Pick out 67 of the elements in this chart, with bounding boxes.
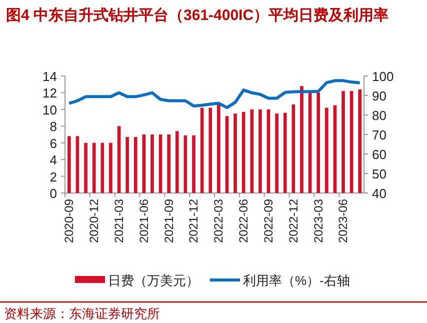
bar: [184, 135, 188, 193]
bar: [350, 91, 354, 193]
bar: [333, 105, 337, 193]
bar: [234, 114, 237, 193]
y-tick-label: 12: [42, 86, 57, 101]
legend-label: 日费（万美元）: [108, 273, 199, 288]
bar: [225, 116, 229, 193]
bar: [258, 109, 262, 193]
x-tick-label: 2023-03: [311, 198, 326, 244]
bar: [117, 126, 121, 193]
bar: [242, 112, 246, 193]
x-tick-label: 2022-12: [286, 198, 300, 244]
y-tick-label: 10: [42, 102, 57, 118]
chart-title: 图4 中东自升式钻井平台（361-400IC）平均日费及利用率: [6, 6, 389, 24]
y2-tick-label: 90: [372, 88, 386, 104]
bar: [167, 134, 170, 193]
bar: [316, 92, 320, 193]
bar: [84, 142, 88, 193]
x-tick-label: 2021-09: [162, 198, 176, 244]
bar: [109, 142, 112, 193]
bar: [216, 104, 220, 193]
bar: [100, 142, 104, 193]
bar: [192, 135, 196, 193]
text: 资料来源：东海证券研究所: [4, 306, 160, 321]
y2-tick-label: 80: [372, 108, 386, 123]
bar: [134, 137, 138, 193]
bar: [283, 112, 287, 193]
bar: [324, 108, 328, 193]
bar: [76, 136, 80, 193]
bar: [175, 131, 179, 193]
x-tick-label: 2022-09: [261, 198, 276, 244]
bar: [200, 108, 204, 193]
y-tick-label: 4: [50, 152, 57, 168]
bar: [266, 109, 270, 193]
x-tick-label: 2020-09: [62, 198, 76, 244]
bar: [308, 92, 312, 193]
x-tick-label: 2023-06: [336, 198, 350, 244]
bar: [142, 134, 146, 193]
bar: [67, 136, 71, 193]
bar: [150, 134, 154, 193]
y-tick-label: 8: [50, 119, 57, 134]
y-tick-label: 14: [42, 69, 57, 84]
y2-tick-label: 50: [372, 166, 386, 182]
y2-tick-label: 70: [372, 128, 386, 142]
x-tick-label: 2022-06: [236, 198, 251, 244]
x-tick-label: 2022-03: [212, 198, 226, 244]
bar: [126, 137, 129, 193]
bar: [342, 91, 345, 193]
y-tick-label: 2: [50, 169, 57, 184]
bar: [358, 89, 362, 193]
y-tick-label: 6: [50, 136, 57, 151]
y2-tick-label: 40: [372, 186, 386, 201]
bar: [208, 108, 212, 193]
y2-tick-label: 100: [372, 69, 394, 84]
legend-label: 利用率（%）-右轴: [243, 273, 350, 288]
x-tick-label: 2021-06: [136, 198, 151, 244]
bar: [275, 114, 278, 193]
bar: [92, 142, 96, 193]
bar: [300, 86, 304, 193]
bar: [250, 109, 254, 193]
y2-tick-label: 60: [372, 147, 386, 162]
x-tick-label: 2021-03: [112, 198, 126, 244]
y-tick-label: 0: [50, 186, 57, 201]
bar: [292, 104, 296, 193]
bar: [158, 134, 162, 193]
x-tick-label: 2020-12: [87, 198, 102, 244]
x-tick-label: 2021-12: [186, 198, 201, 244]
